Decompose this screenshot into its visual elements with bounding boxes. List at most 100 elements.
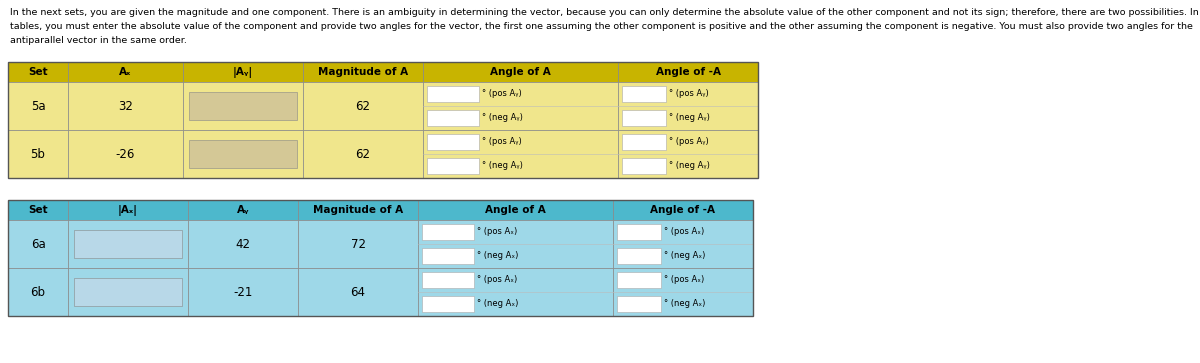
Bar xyxy=(8,200,754,316)
Bar xyxy=(618,62,758,82)
Bar xyxy=(613,268,754,316)
Bar xyxy=(427,110,479,126)
Bar xyxy=(427,158,479,174)
Text: ° (neg Aᵧ): ° (neg Aᵧ) xyxy=(482,162,523,171)
Text: |Aᵧ|: |Aᵧ| xyxy=(233,66,253,77)
Text: ° (neg Aₓ): ° (neg Aₓ) xyxy=(478,299,518,309)
Text: Set: Set xyxy=(28,67,48,77)
Bar xyxy=(68,62,182,82)
Bar xyxy=(182,62,302,82)
Text: Angle of A: Angle of A xyxy=(485,205,546,215)
Bar xyxy=(68,130,182,178)
Text: 6a: 6a xyxy=(31,237,46,250)
Bar xyxy=(418,220,613,268)
Text: Aₓ: Aₓ xyxy=(119,67,132,77)
Text: antiparallel vector in the same order.: antiparallel vector in the same order. xyxy=(10,36,187,45)
Bar xyxy=(613,220,754,268)
Bar xyxy=(618,82,758,130)
Bar xyxy=(617,248,661,264)
Bar xyxy=(190,92,298,120)
Bar xyxy=(427,134,479,150)
Bar xyxy=(188,220,298,268)
Bar xyxy=(298,220,418,268)
Text: Magnitude of A: Magnitude of A xyxy=(318,67,408,77)
Text: 5a: 5a xyxy=(31,99,46,113)
Bar xyxy=(422,224,474,240)
Bar xyxy=(68,268,188,316)
Bar xyxy=(302,130,424,178)
Bar xyxy=(68,200,188,220)
Text: 6b: 6b xyxy=(30,286,46,298)
Text: 62: 62 xyxy=(355,147,371,160)
Bar xyxy=(418,200,613,220)
Text: Aᵧ: Aᵧ xyxy=(236,205,250,215)
Bar xyxy=(182,130,302,178)
Text: 62: 62 xyxy=(355,99,371,113)
Text: Angle of -A: Angle of -A xyxy=(655,67,720,77)
Bar xyxy=(182,82,302,130)
Bar xyxy=(8,82,68,130)
Bar xyxy=(8,268,68,316)
Text: -26: -26 xyxy=(116,147,136,160)
Bar xyxy=(68,220,188,268)
Text: ° (pos Aₓ): ° (pos Aₓ) xyxy=(664,276,704,285)
Bar xyxy=(617,296,661,312)
Bar xyxy=(8,200,68,220)
Bar xyxy=(74,278,182,306)
Text: ° (pos Aᵧ): ° (pos Aᵧ) xyxy=(482,90,522,98)
Bar xyxy=(188,200,298,220)
Bar xyxy=(418,268,613,316)
Text: Magnitude of A: Magnitude of A xyxy=(313,205,403,215)
Bar xyxy=(422,248,474,264)
Bar xyxy=(424,62,618,82)
Text: ° (pos Aᵧ): ° (pos Aᵧ) xyxy=(482,138,522,147)
Bar xyxy=(188,268,298,316)
Text: 5b: 5b xyxy=(30,147,46,160)
Bar xyxy=(68,82,182,130)
Bar xyxy=(298,200,418,220)
Bar xyxy=(8,62,68,82)
Bar xyxy=(622,134,666,150)
Text: ° (neg Aₓ): ° (neg Aₓ) xyxy=(478,252,518,261)
Bar xyxy=(622,158,666,174)
Bar xyxy=(622,110,666,126)
Text: -21: -21 xyxy=(233,286,253,298)
Text: 64: 64 xyxy=(350,286,366,298)
Bar xyxy=(190,140,298,168)
Bar xyxy=(613,200,754,220)
Bar xyxy=(298,268,418,316)
Text: ° (pos Aₓ): ° (pos Aₓ) xyxy=(478,228,517,237)
Text: ° (pos Aᵧ): ° (pos Aᵧ) xyxy=(670,138,709,147)
Text: ° (pos Aᵧ): ° (pos Aᵧ) xyxy=(670,90,709,98)
Text: Angle of A: Angle of A xyxy=(490,67,551,77)
Bar xyxy=(622,86,666,102)
Text: ° (neg Aₓ): ° (neg Aₓ) xyxy=(664,299,706,309)
Bar xyxy=(617,272,661,288)
Text: 72: 72 xyxy=(350,237,366,250)
Bar xyxy=(424,130,618,178)
Bar xyxy=(8,220,68,268)
Bar xyxy=(427,86,479,102)
Text: Angle of -A: Angle of -A xyxy=(650,205,715,215)
Bar xyxy=(422,296,474,312)
Bar xyxy=(422,272,474,288)
Text: In the next sets, you are given the magnitude and one component. There is an amb: In the next sets, you are given the magn… xyxy=(10,8,1200,17)
Bar xyxy=(617,224,661,240)
Bar xyxy=(424,82,618,130)
Text: 42: 42 xyxy=(235,237,251,250)
Text: ° (pos Aₓ): ° (pos Aₓ) xyxy=(664,228,704,237)
Bar xyxy=(74,230,182,258)
Bar xyxy=(618,130,758,178)
Text: ° (neg Aᵧ): ° (neg Aᵧ) xyxy=(670,114,710,122)
Text: ° (pos Aₓ): ° (pos Aₓ) xyxy=(478,276,517,285)
Bar xyxy=(8,130,68,178)
Text: ° (neg Aₓ): ° (neg Aₓ) xyxy=(664,252,706,261)
Bar xyxy=(302,62,424,82)
Text: Set: Set xyxy=(28,205,48,215)
Bar xyxy=(302,82,424,130)
Text: 32: 32 xyxy=(118,99,133,113)
Text: ° (neg Aᵧ): ° (neg Aᵧ) xyxy=(482,114,523,122)
Bar xyxy=(8,62,758,178)
Text: tables, you must enter the absolute value of the component and provide two angle: tables, you must enter the absolute valu… xyxy=(10,22,1193,31)
Text: ° (neg Aᵧ): ° (neg Aᵧ) xyxy=(670,162,710,171)
